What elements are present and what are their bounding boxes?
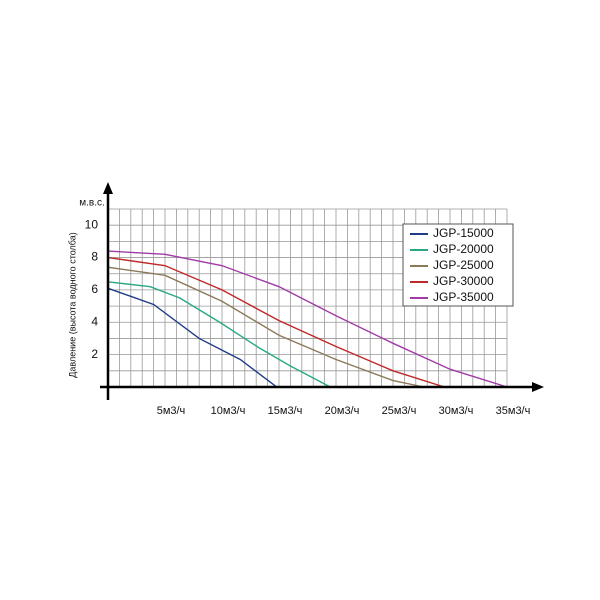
y-tick-label: 8 bbox=[91, 250, 98, 264]
y-tick-label: 4 bbox=[91, 314, 98, 328]
x-tick-label: 15м3/ч bbox=[268, 405, 303, 417]
x-tick-label: 30м3/ч bbox=[439, 405, 474, 417]
y-arrow bbox=[103, 182, 113, 194]
series-line bbox=[107, 250, 508, 388]
x-tick-label: 5м3/ч bbox=[157, 405, 186, 417]
legend-label: JGP-15000 bbox=[433, 226, 494, 240]
series-line bbox=[107, 256, 445, 388]
x-tick-label: 35м3/ч bbox=[496, 405, 531, 417]
legend-label: JGP-30000 bbox=[433, 274, 494, 288]
x-arrow bbox=[532, 382, 544, 392]
series-line bbox=[107, 266, 424, 388]
series-line bbox=[107, 281, 331, 388]
legend-label: JGP-25000 bbox=[433, 258, 494, 272]
series-line bbox=[107, 287, 278, 388]
legend-label: JGP-35000 bbox=[433, 290, 494, 304]
legend-label: JGP-20000 bbox=[433, 242, 494, 256]
x-tick-label: 25м3/ч bbox=[382, 405, 417, 417]
lines bbox=[107, 250, 508, 388]
x-tick-label: 20м3/ч bbox=[325, 405, 360, 417]
y-tick-label: 6 bbox=[91, 282, 98, 296]
x-tick-label: 10м3/ч bbox=[211, 405, 246, 417]
y-tick-label: 2 bbox=[91, 347, 98, 361]
y-unit: м.в.с. bbox=[79, 198, 105, 209]
y-axis-title: Давление (высота водного столба) bbox=[67, 232, 77, 377]
y-tick-label: 10 bbox=[85, 217, 99, 231]
